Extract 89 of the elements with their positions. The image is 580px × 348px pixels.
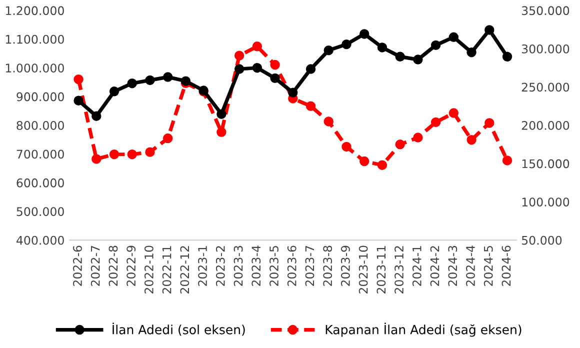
point — [92, 154, 102, 164]
y-tick-label: 600.000 — [16, 178, 64, 188]
point — [430, 117, 441, 128]
x-tick-label: 2024-2 — [430, 246, 440, 286]
point — [502, 52, 512, 62]
y-tick-label: 1.200.000 — [6, 6, 64, 16]
point — [342, 39, 352, 50]
y-tick-label: 800.000 — [16, 121, 64, 130]
point — [162, 133, 173, 144]
x-tick-label: 2023-1 — [198, 246, 208, 286]
point — [216, 109, 226, 119]
y-tick-label: 900.000 — [16, 92, 64, 102]
legend-label: Kapanan İlan Adedi (sağ eksen) — [326, 322, 522, 337]
y2-tick-label: 250.000 — [522, 82, 570, 92]
y-tick-label: 400.000 — [16, 236, 64, 245]
point — [216, 127, 226, 138]
point — [234, 64, 244, 74]
point — [484, 118, 494, 128]
point — [145, 75, 155, 86]
legend-label: İlan Adedi (sol eksen) — [112, 322, 245, 336]
x-tick-label: 2022-8 — [108, 246, 118, 286]
x-tick-label: 2024-1 — [412, 246, 422, 286]
point — [466, 47, 476, 58]
point — [324, 116, 334, 126]
x-tick-label: 2024-6 — [502, 246, 511, 286]
point — [377, 160, 388, 170]
point — [74, 74, 84, 84]
x-tick-label: 2023-5 — [270, 246, 278, 286]
x-tick-label: 2023-6 — [287, 246, 296, 286]
point — [127, 150, 137, 160]
y-tick-label: 1.100.000 — [6, 34, 64, 44]
point — [306, 64, 316, 74]
point — [270, 73, 280, 84]
point — [448, 32, 459, 42]
point — [359, 29, 370, 39]
point — [180, 76, 191, 86]
x-tick-label: 2022-10 — [144, 246, 154, 294]
x-tick-label: 2023-3 — [234, 246, 243, 286]
point — [74, 96, 84, 106]
point — [395, 52, 405, 62]
point — [109, 86, 120, 96]
point — [448, 108, 459, 118]
point — [252, 63, 262, 73]
x-tick-label: 2023-12 — [394, 246, 404, 294]
point — [288, 88, 298, 98]
x-tick-label: 2024-4 — [466, 246, 475, 286]
point — [430, 40, 441, 50]
point — [359, 156, 370, 166]
y-tick-label: 500.000 — [16, 207, 64, 216]
x-tick-label: 2024-5 — [484, 246, 493, 286]
x-tick-label: 2023-10 — [358, 246, 368, 294]
point — [413, 54, 423, 64]
point — [377, 42, 388, 52]
y-tick-label: 1.000.000 — [6, 64, 64, 73]
x-tick-label: 2023-2 — [216, 246, 225, 286]
x-tick-label: 2023-8 — [323, 246, 332, 286]
y2-tick-label: 50.000 — [522, 236, 562, 245]
y2-tick-label: 100.000 — [522, 198, 570, 206]
y2-tick-label: 300.000 — [522, 44, 570, 54]
x-tick-label: 2022-7 — [90, 246, 100, 286]
x-tick-label: 2024-3 — [448, 246, 458, 286]
point — [127, 78, 137, 88]
y2-tick-label: 350.000 — [522, 6, 570, 16]
point — [234, 50, 244, 60]
y2-tick-label: 200.000 — [522, 121, 570, 130]
x-tick-label: 2023-7 — [305, 246, 314, 286]
point — [109, 150, 120, 160]
y-tick-label: 700.000 — [16, 150, 64, 159]
point — [270, 60, 280, 70]
x-tick-label: 2022-12 — [180, 246, 190, 294]
x-tick-label: 2022-11 — [162, 246, 172, 294]
point — [413, 132, 423, 142]
point — [92, 111, 102, 121]
x-tick-label: 2023-9 — [340, 246, 350, 286]
y2-tick-label: 150.000 — [522, 159, 570, 168]
point — [466, 134, 476, 145]
x-tick-label: 2023-4 — [252, 246, 261, 286]
x-tick-label: 2022-9 — [126, 246, 136, 286]
point — [484, 25, 494, 35]
point — [395, 140, 405, 150]
point — [342, 142, 352, 152]
point — [306, 101, 316, 111]
point — [145, 147, 155, 157]
point — [162, 72, 173, 82]
point — [252, 42, 262, 52]
x-tick-label: 2022-6 — [73, 246, 82, 286]
x-tick-label: 2023-11 — [376, 246, 386, 294]
point — [324, 45, 334, 56]
point — [502, 156, 512, 166]
